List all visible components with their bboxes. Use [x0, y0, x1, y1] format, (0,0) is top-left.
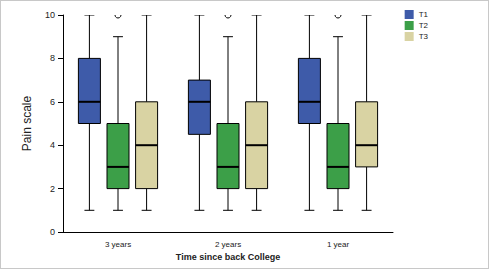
svg-text:3 years: 3 years [105, 240, 131, 249]
svg-text:T2: T2 [419, 21, 429, 30]
svg-text:Time since back College: Time since back College [176, 252, 280, 262]
svg-text:10: 10 [45, 10, 55, 20]
svg-text:1 year: 1 year [327, 240, 350, 249]
svg-text:2: 2 [50, 184, 55, 194]
svg-text:6: 6 [50, 97, 55, 107]
svg-text:T3: T3 [419, 32, 429, 41]
svg-text:4: 4 [50, 140, 55, 150]
svg-text:2 years: 2 years [215, 240, 241, 249]
svg-text:Pain scale: Pain scale [20, 95, 34, 151]
svg-text:T1: T1 [419, 10, 429, 19]
svg-text:8: 8 [50, 53, 55, 63]
svg-text:0: 0 [50, 227, 55, 237]
